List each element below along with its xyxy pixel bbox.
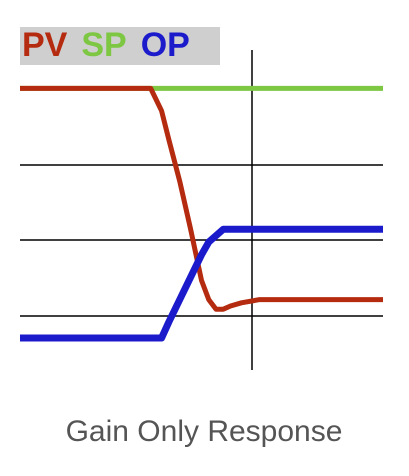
legend: PV SP OP <box>22 26 190 64</box>
series-line <box>20 225 383 342</box>
series-line <box>20 85 383 312</box>
legend-label: OP <box>141 26 190 64</box>
legend-label: SP <box>81 26 126 64</box>
grid <box>20 50 383 370</box>
legend-label: PV <box>22 26 68 64</box>
plot <box>20 85 383 342</box>
legend-box <box>20 27 220 65</box>
caption: Gain Only Response <box>66 415 343 448</box>
